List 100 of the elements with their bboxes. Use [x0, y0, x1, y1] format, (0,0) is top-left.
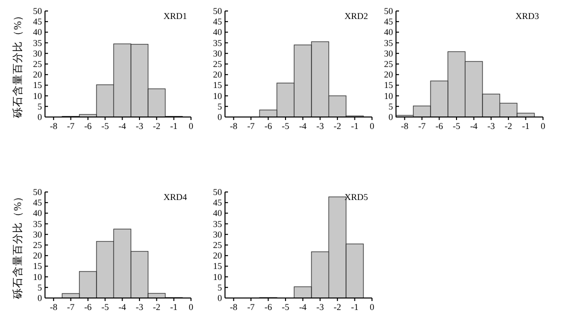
y-tick-label: 45	[33, 16, 42, 27]
y-tick-label: 20	[33, 250, 42, 261]
y-tick-label: 30	[33, 48, 42, 58]
x-tick-label: -3	[316, 121, 324, 131]
y-tick-label: 25	[384, 59, 394, 69]
x-tick-label: -1	[522, 121, 530, 131]
y-tick-label: 35	[213, 38, 222, 48]
chart-title: XRD1	[163, 11, 187, 21]
y-tick-label: 50	[33, 187, 42, 197]
y-tick-label: 30	[33, 229, 42, 240]
y-tick-label: 10	[33, 90, 42, 101]
y-tick-label: 25	[33, 240, 42, 250]
x-tick-label: 0	[188, 302, 194, 312]
x-tick-label: -4	[470, 121, 478, 131]
y-tick-label: 40	[213, 208, 222, 218]
y-tick-label: 40	[384, 27, 394, 38]
x-tick-label: -5	[282, 121, 290, 131]
y-tick-label: 5	[218, 282, 222, 292]
y-tick-label: 10	[384, 90, 394, 101]
x-tick-label: 0	[188, 121, 194, 131]
y-tick-label: 45	[33, 198, 42, 208]
y-tick-label: 5	[38, 101, 42, 112]
x-tick-label: -3	[136, 302, 144, 312]
y-tick-label: 30	[213, 229, 222, 240]
y-tick-label: 15	[33, 261, 42, 272]
y-tick-label: 35	[33, 38, 42, 48]
y-tick-label: 30	[213, 48, 222, 58]
y-tick-label: 0	[218, 293, 222, 303]
y-tick-label: 0	[388, 112, 394, 122]
chart-title: XRD4	[163, 192, 188, 202]
x-tick-label: -4	[299, 121, 308, 131]
y-tick-label: 20	[384, 70, 394, 80]
y-tick-label: 20	[213, 250, 222, 261]
x-tick-label: 0	[370, 302, 375, 312]
x-tick-label: -2	[334, 121, 342, 131]
x-tick-label: -1	[350, 302, 358, 312]
x-tick-label: -4	[299, 302, 308, 312]
x-tick-label: -4	[118, 302, 127, 312]
y-tick-label: 25	[213, 240, 222, 250]
y-tick-label: 10	[213, 272, 222, 282]
chart-title: XRD3	[515, 11, 540, 21]
x-tick-label: -2	[152, 302, 160, 312]
x-tick-label: 0	[370, 121, 375, 131]
x-tick-label: -3	[136, 121, 144, 131]
x-tick-label: -2	[334, 302, 342, 312]
x-tick-label: -1	[350, 121, 358, 131]
y-axis-title: 砾石含量百分比（%）	[11, 191, 24, 300]
x-tick-label: -1	[170, 302, 178, 312]
y-tick-label: 5	[388, 101, 394, 112]
y-tick-label: 0	[38, 293, 42, 303]
y-tick-label: 35	[213, 218, 222, 229]
y-tick-label: 15	[33, 80, 42, 90]
y-tick-label: 50	[33, 6, 42, 16]
y-tick-label: 25	[213, 59, 222, 69]
y-tick-label: 35	[384, 38, 394, 48]
y-tick-label: 15	[384, 80, 394, 90]
x-tick-label: -8	[230, 302, 238, 312]
x-tick-label: -3	[316, 302, 324, 312]
y-tick-label: 10	[213, 90, 222, 101]
y-tick-label: 20	[33, 70, 42, 80]
x-tick-label: -7	[67, 121, 76, 131]
y-tick-label: 50	[213, 6, 222, 16]
y-tick-label: 30	[384, 48, 394, 58]
x-tick-label: -7	[247, 302, 256, 312]
x-tick-label: -6	[264, 121, 272, 131]
x-tick-label: 0	[540, 121, 546, 131]
y-tick-label: 5	[218, 101, 222, 112]
x-tick-label: -7	[247, 121, 256, 131]
x-tick-label: -8	[400, 121, 409, 131]
x-tick-label: -5	[282, 302, 290, 312]
x-tick-label: -7	[67, 302, 76, 312]
x-tick-label: -1	[170, 121, 178, 131]
y-tick-label: 0	[218, 112, 222, 122]
y-tick-label: 40	[33, 27, 42, 38]
x-tick-label: -5	[452, 121, 461, 131]
y-tick-label: 50	[213, 187, 222, 197]
y-tick-label: 40	[213, 27, 222, 38]
y-axis-title: 砾石含量百分比（%）	[11, 10, 24, 119]
x-tick-label: -2	[152, 121, 160, 131]
y-tick-label: 0	[38, 112, 42, 122]
x-tick-label: -6	[435, 121, 444, 131]
y-tick-label: 15	[213, 80, 222, 90]
y-tick-label: 50	[384, 6, 394, 16]
x-tick-label: -7	[418, 121, 426, 131]
chart-title: XRD2	[344, 11, 368, 21]
y-tick-label: 45	[213, 16, 222, 27]
y-tick-label: 45	[213, 198, 222, 208]
x-tick-label: -8	[50, 121, 58, 131]
x-tick-label: -8	[50, 302, 58, 312]
y-tick-label: 35	[33, 218, 42, 229]
x-tick-label: -2	[504, 121, 512, 131]
x-tick-label: -6	[264, 302, 272, 312]
x-tick-label: -6	[84, 302, 92, 312]
x-tick-label: -5	[101, 302, 110, 312]
y-tick-label: 15	[213, 261, 222, 272]
x-tick-label: -5	[101, 121, 110, 131]
y-tick-label: 20	[213, 70, 222, 80]
y-tick-label: 5	[38, 282, 42, 292]
y-tick-label: 10	[33, 272, 42, 282]
y-tick-label: 45	[384, 16, 394, 27]
